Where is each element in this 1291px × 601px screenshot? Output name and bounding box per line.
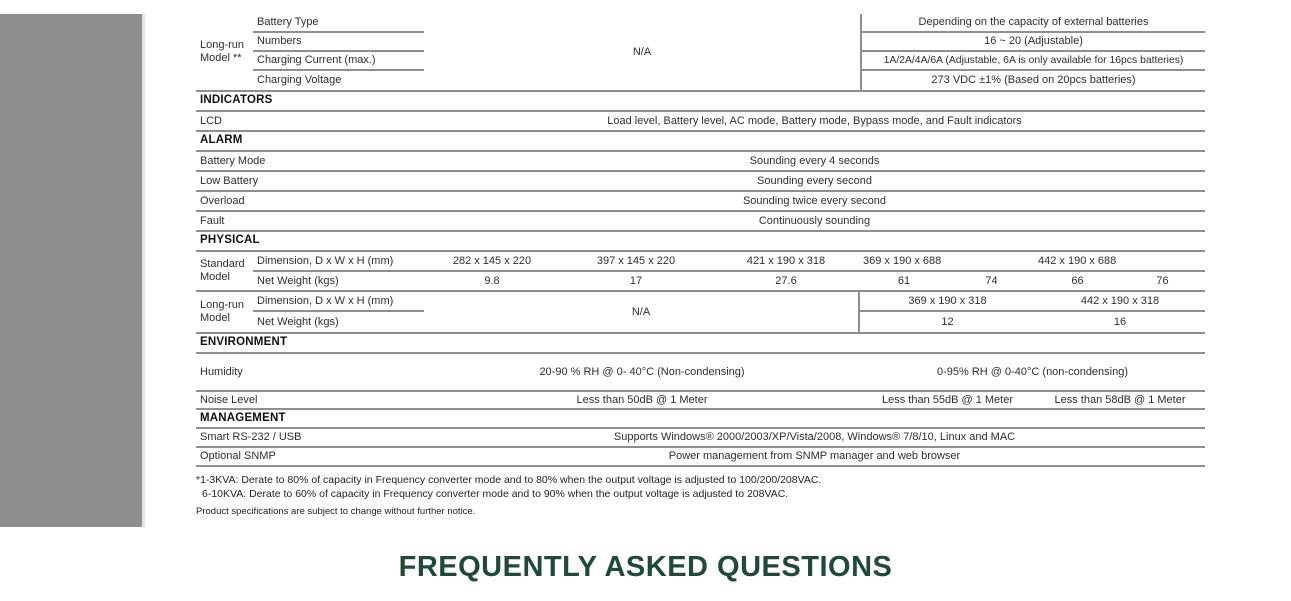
noise-level-label: Noise Level [200, 393, 258, 406]
longrun-dim-1: 369 x 190 x 318 [860, 292, 1035, 312]
battery-na-value: N/A [632, 45, 652, 58]
physical-section-header: PHYSICAL [196, 232, 1205, 252]
noise-value-1: Less than 50dB @ 1 Meter [576, 393, 708, 406]
standard-dimension-label: Dimension, D x W x H (mm) [253, 252, 424, 272]
noise-value-2: Less than 55dB @ 1 Meter [881, 393, 1014, 406]
battery-type-label: Battery Type [253, 14, 424, 33]
lcd-row: LCD Load level, Battery level, AC mode, … [196, 112, 1205, 132]
lcd-label: LCD [200, 114, 223, 127]
physical-section: Standard Model Dimension, D x W x H (mm)… [196, 252, 1205, 334]
battery-mode-label: Battery Mode [200, 154, 266, 167]
specification-table: Long-run Model ** Battery Type Numbers C… [196, 14, 1205, 518]
footnote-line-1: *1-3KVA: Derate to 80% of capacity in Fr… [196, 474, 822, 486]
standard-dim-5: 442 x 190 x 688 [1035, 252, 1205, 272]
humidity-label: Humidity [200, 365, 243, 378]
standard-weight-1: 9.8 [424, 272, 560, 292]
overload-row: Overload Sounding twice every second [196, 192, 1205, 212]
group-label-line2: Model [200, 312, 230, 324]
group-label-line1: Long-run [200, 299, 245, 312]
snmp-row: Optional SNMP Power management from SNMP… [196, 448, 1205, 467]
charging-voltage-label: Charging Voltage [257, 74, 342, 87]
longrun-weight-label: Net Weight (kgs) [257, 315, 339, 328]
left-gray-panel [0, 14, 145, 527]
rs232-value: Supports Windows® 2000/2003/XP/Vista/200… [613, 431, 1016, 444]
rs232-row: Smart RS-232 / USB Supports Windows® 200… [196, 429, 1205, 448]
longrun-model-group-label: Long-run Model ** [196, 14, 253, 90]
charging-current-label: Charging Current (max.) [253, 52, 424, 71]
standard-weight-label: Net Weight (kgs) [253, 272, 424, 292]
noise-level-row: Noise Level Less than 50dB @ 1 Meter Les… [196, 392, 1205, 410]
management-section-header: MANAGEMENT [196, 410, 1205, 429]
fault-value: Continuously sounding [758, 214, 871, 227]
group-label-line2: Model ** [200, 52, 242, 64]
longrun-dimension-label: Dimension, D x W x H (mm) [253, 292, 424, 312]
standard-dim-2: 397 x 145 x 220 [560, 252, 712, 272]
overload-value: Sounding twice every second [742, 194, 887, 207]
standard-weight-6: 66 [1035, 272, 1120, 292]
longrun-physical-na: N/A [424, 292, 860, 332]
low-battery-row: Low Battery Sounding every second [196, 172, 1205, 192]
standard-weight-3: 27.6 [712, 272, 860, 292]
standard-model-group-label: Standard Model [196, 252, 253, 292]
snmp-label: Optional SNMP [200, 450, 276, 463]
lcd-value: Load level, Battery level, AC mode, Batt… [607, 114, 1022, 127]
fault-label: Fault [200, 214, 225, 227]
standard-weight-7: 76 [1120, 272, 1205, 292]
fault-row: Fault Continuously sounding [196, 212, 1205, 232]
longrun-weight-1: 12 [941, 315, 954, 328]
footnotes: *1-3KVA: Derate to 80% of capacity in Fr… [196, 473, 1205, 501]
standard-weight-4: 61 [860, 272, 948, 292]
environment-section-header: ENVIRONMENT [196, 334, 1205, 354]
numbers-label: Numbers [253, 33, 424, 52]
group-label-line2: Model [200, 271, 230, 283]
humidity-row: Humidity 20-90 % RH @ 0- 40°C (Non-conde… [196, 354, 1205, 392]
battery-type-value: Depending on the capacity of external ba… [860, 14, 1205, 33]
standard-weight-5: 74 [948, 272, 1035, 292]
group-label-line1: Long-run [200, 39, 245, 52]
numbers-value: 16 ~ 20 (Adjustable) [860, 33, 1205, 52]
humidity-value-2: 0-95% RH @ 0-40°C (non-condensing) [936, 365, 1129, 378]
charging-current-value: 1A/2A/4A/6A (Adjustable, 6A is only avai… [860, 52, 1205, 71]
alarm-section-header: ALARM [196, 132, 1205, 152]
longrun-model-group-label: Long-run Model [196, 292, 253, 332]
standard-dim-3: 421 x 190 x 318 [712, 252, 860, 272]
footnote-line-2: 6-10KVA: Derate to 60% of capacity in Fr… [202, 488, 789, 500]
overload-label: Overload [200, 194, 245, 207]
group-label-line1: Standard [200, 258, 245, 271]
standard-weight-2: 17 [560, 272, 712, 292]
low-battery-value: Sounding every second [757, 174, 872, 187]
longrun-battery-section: Long-run Model ** Battery Type Numbers C… [196, 14, 1205, 92]
faq-heading: FREQUENTLY ASKED QUESTIONS [398, 551, 893, 583]
spec-change-note: Product specifications are subject to ch… [196, 506, 476, 517]
standard-dim-4: 369 x 190 x 688 [860, 252, 1035, 272]
battery-mode-row: Battery Mode Sounding every 4 seconds [196, 152, 1205, 172]
longrun-weight-2: 16 [1113, 315, 1127, 328]
charging-voltage-value: 273 VDC ±1% (Based on 20pcs batteries) [860, 71, 1205, 90]
noise-value-3: Less than 58dB @ 1 Meter [1054, 393, 1186, 406]
snmp-value: Power management from SNMP manager and w… [668, 450, 961, 463]
humidity-value-1: 20-90 % RH @ 0- 40°C (Non-condensing) [539, 365, 745, 378]
battery-mode-value: Sounding every 4 seconds [749, 154, 880, 167]
longrun-dim-2: 442 x 190 x 318 [1035, 292, 1205, 312]
indicators-section-header: INDICATORS [196, 92, 1205, 112]
low-battery-label: Low Battery [200, 174, 259, 187]
rs232-label: Smart RS-232 / USB [200, 431, 302, 444]
standard-dim-1: 282 x 145 x 220 [424, 252, 560, 272]
